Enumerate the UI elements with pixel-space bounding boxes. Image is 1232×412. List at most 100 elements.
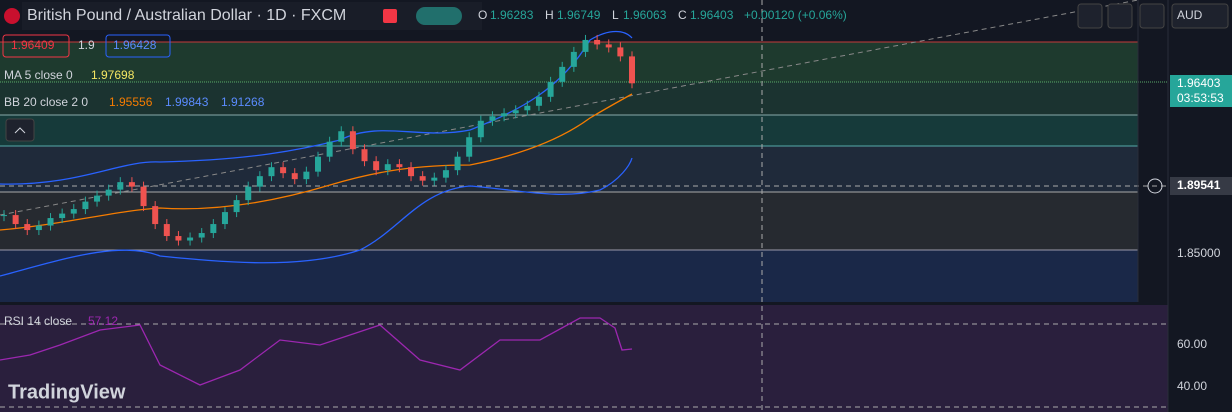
rsi-axis-label: 40.00 (1177, 379, 1207, 393)
candle (47, 218, 54, 226)
candle (535, 96, 542, 106)
candle (617, 47, 624, 57)
candle (221, 212, 228, 225)
candle (605, 44, 612, 48)
candle (442, 170, 449, 178)
candle (256, 176, 263, 187)
candles (1, 34, 635, 246)
candle (210, 224, 217, 234)
h-value: 1.96749 (557, 8, 601, 22)
zone (0, 146, 1138, 192)
ma-label: MA 5 close 0 (4, 68, 73, 82)
bb-label: BB 20 close 2 0 (4, 95, 88, 109)
candle (477, 120, 484, 138)
scroll-down-button[interactable] (1077, 3, 1103, 29)
candle (431, 177, 438, 181)
crosshair-price: 1.89541 (1177, 178, 1221, 192)
zone (0, 250, 1138, 302)
alert-icon[interactable] (383, 9, 397, 23)
rsi-value: 57.12 (88, 314, 118, 328)
rsi-axis-label: 60.00 (1177, 337, 1207, 351)
trend-line (0, 0, 1139, 216)
candle (12, 215, 19, 225)
candle (582, 39, 589, 52)
candle (454, 156, 461, 171)
change: +0.00120 (+0.06%) (744, 8, 847, 22)
o-label: O (478, 8, 487, 22)
collapse-button[interactable] (5, 118, 35, 142)
c-label: C (678, 8, 687, 22)
c-value: 1.96403 (690, 8, 734, 22)
candle (105, 189, 112, 196)
rsi-pane (0, 305, 1168, 412)
header-bg (22, 2, 482, 30)
candle (187, 237, 194, 241)
sell-price: 1.96409 (11, 38, 55, 52)
candle (1, 215, 7, 217)
currency-button[interactable] (1171, 3, 1229, 29)
candle (163, 224, 170, 237)
rsi-line (0, 317, 633, 386)
candle (128, 182, 135, 187)
zone (0, 115, 1138, 146)
collapse-icon (14, 127, 26, 134)
candle (152, 206, 159, 225)
collapse-button[interactable] (1107, 3, 1133, 29)
zone (0, 192, 1138, 250)
candle (326, 141, 333, 157)
candle (338, 131, 345, 142)
candle (315, 156, 321, 172)
price-label: 1.85000 (1177, 246, 1221, 260)
candle (501, 113, 508, 117)
h-label: H (545, 8, 554, 22)
flag-icon (4, 8, 20, 24)
crosshair-tag (1170, 177, 1232, 195)
brand: TradingView (8, 381, 126, 403)
candle (489, 116, 496, 121)
l-value: 1.96063 (623, 8, 667, 22)
candle (268, 167, 275, 177)
bb-upper-value: 1.99843 (165, 95, 209, 109)
candle (175, 236, 182, 241)
bb-lower (0, 157, 633, 277)
zone (0, 42, 1138, 82)
candle (198, 233, 205, 238)
candle (140, 186, 147, 207)
screenshot-button[interactable] (1139, 3, 1165, 29)
bb-lower-value: 1.91268 (221, 95, 265, 109)
spread: 1.9 (78, 38, 95, 52)
candle (35, 225, 42, 231)
candle (594, 39, 601, 45)
candle (303, 171, 310, 180)
zone (0, 82, 1138, 115)
rsi-label: RSI 14 close (4, 314, 72, 328)
candle (280, 167, 287, 174)
status-toggle[interactable] (416, 7, 462, 25)
candle (361, 149, 368, 162)
candle (291, 173, 298, 180)
last-price-tag (1170, 75, 1232, 107)
candle (570, 51, 577, 67)
candle (24, 224, 31, 231)
candle (233, 200, 240, 213)
candle (512, 110, 519, 114)
buy-price: 1.96428 (113, 38, 157, 52)
candle (94, 195, 101, 202)
candle (629, 56, 635, 84)
candle (384, 164, 391, 171)
bb-basis (0, 93, 633, 231)
buy-button[interactable] (105, 34, 171, 58)
candle (524, 105, 531, 111)
o-value: 1.96283 (490, 8, 534, 22)
crosshair-plus[interactable] (1147, 178, 1163, 194)
candle (559, 66, 566, 82)
candle (245, 186, 252, 201)
candle (59, 213, 66, 219)
candle (547, 81, 554, 97)
sell-button[interactable] (2, 34, 70, 58)
l-label: L (612, 8, 619, 22)
candle (117, 182, 124, 190)
candle (373, 161, 380, 171)
